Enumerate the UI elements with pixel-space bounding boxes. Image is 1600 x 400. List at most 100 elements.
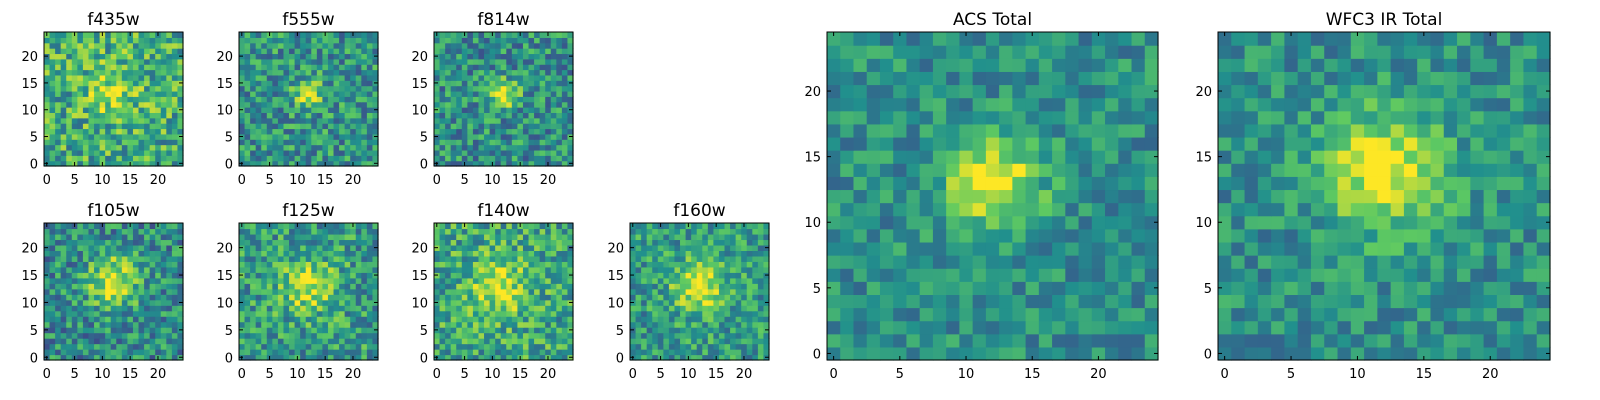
heatmap-cell bbox=[366, 354, 374, 361]
heatmap-cell bbox=[55, 117, 62, 124]
heatmap-cell bbox=[149, 160, 156, 167]
heatmap-cell bbox=[316, 85, 323, 92]
heatmap-cell bbox=[511, 42, 518, 49]
heatmap-cell bbox=[144, 58, 151, 65]
heatmap-cell bbox=[305, 310, 312, 317]
heatmap-cell bbox=[461, 155, 468, 162]
heatmap-cell bbox=[339, 107, 346, 113]
heatmap-cell bbox=[495, 90, 502, 97]
heatmap-cell bbox=[1078, 268, 1093, 282]
heatmap-cell bbox=[919, 255, 934, 269]
heatmap-cell bbox=[539, 332, 546, 339]
y-tick-label: 5 bbox=[420, 324, 428, 339]
heatmap-cell bbox=[517, 80, 524, 87]
heatmap-cell bbox=[155, 261, 162, 268]
heatmap-cell bbox=[718, 283, 726, 290]
heatmap-cell bbox=[333, 239, 340, 246]
heatmap-cell bbox=[66, 37, 73, 44]
heatmap-cell bbox=[919, 346, 934, 361]
heatmap-cell bbox=[77, 133, 84, 140]
heatmap-cell bbox=[339, 80, 346, 87]
heatmap-cell bbox=[305, 80, 312, 87]
heatmap-cell bbox=[746, 228, 753, 235]
heatmap-cell bbox=[127, 321, 134, 328]
heatmap-cell bbox=[489, 74, 496, 81]
heatmap-cell bbox=[327, 299, 335, 306]
heatmap-cell bbox=[561, 101, 569, 108]
heatmap-cell bbox=[99, 332, 106, 339]
heatmap-cell bbox=[522, 139, 530, 146]
heatmap-cell bbox=[272, 223, 279, 230]
heatmap-cell bbox=[149, 112, 156, 119]
heatmap-cell bbox=[261, 283, 268, 290]
heatmap-cell bbox=[635, 354, 642, 361]
heatmap-cell bbox=[127, 343, 134, 350]
heatmap-cell bbox=[478, 310, 485, 317]
heatmap-cell bbox=[266, 149, 273, 156]
heatmap-cell bbox=[160, 90, 167, 97]
heatmap-cell bbox=[82, 96, 90, 103]
heatmap-cell bbox=[339, 283, 346, 290]
heatmap-cell bbox=[366, 294, 374, 301]
heatmap-cell bbox=[322, 85, 329, 92]
heatmap-cell bbox=[71, 117, 78, 124]
heatmap-cell bbox=[450, 112, 457, 119]
heatmap-cell bbox=[272, 343, 279, 350]
heatmap-cell bbox=[1038, 215, 1053, 230]
heatmap-cell bbox=[372, 343, 379, 350]
heatmap-cell bbox=[250, 261, 257, 268]
heatmap-cell bbox=[434, 305, 441, 312]
heatmap-cell bbox=[132, 74, 140, 81]
heatmap-cell bbox=[456, 74, 463, 81]
heatmap-cell bbox=[1052, 333, 1066, 348]
heatmap-cell bbox=[853, 150, 868, 164]
heatmap-cell bbox=[49, 299, 56, 306]
heatmap-cell bbox=[132, 112, 140, 119]
heatmap-cell bbox=[127, 155, 134, 162]
heatmap-cell bbox=[680, 272, 687, 279]
heatmap-cell bbox=[668, 223, 676, 230]
heatmap-cell bbox=[456, 349, 463, 356]
heatmap-cell bbox=[66, 299, 73, 306]
heatmap-cell bbox=[511, 74, 518, 81]
heatmap-cell bbox=[567, 332, 574, 339]
heatmap-cell bbox=[757, 310, 765, 317]
heatmap-cell bbox=[866, 320, 881, 335]
heatmap-cell bbox=[121, 160, 128, 167]
heatmap-cell bbox=[149, 69, 156, 76]
heatmap-cell bbox=[88, 96, 95, 103]
heatmap-cell bbox=[1131, 163, 1146, 177]
heatmap-cell bbox=[472, 239, 480, 246]
heatmap-cell bbox=[840, 215, 855, 230]
heatmap-cell bbox=[366, 277, 374, 284]
heatmap-cell bbox=[132, 250, 140, 257]
heatmap-cell bbox=[361, 90, 368, 97]
heatmap-cell bbox=[244, 288, 251, 295]
heatmap-cell bbox=[484, 223, 491, 230]
heatmap-cell bbox=[556, 321, 563, 328]
heatmap-cell bbox=[906, 320, 921, 335]
heatmap-cell bbox=[461, 117, 468, 124]
heatmap-cell bbox=[434, 228, 441, 235]
heatmap-cell bbox=[746, 255, 753, 262]
heatmap-cell bbox=[478, 266, 485, 273]
heatmap-cell bbox=[171, 101, 179, 108]
heatmap-cell bbox=[893, 294, 908, 309]
heatmap-cell bbox=[250, 85, 257, 92]
heatmap-cell bbox=[127, 133, 134, 140]
heatmap-cell bbox=[294, 327, 301, 334]
heatmap-cell bbox=[155, 128, 162, 135]
heatmap-cell bbox=[696, 250, 703, 257]
heatmap-cell bbox=[77, 349, 84, 356]
heatmap-cell bbox=[439, 101, 446, 108]
heatmap-cell bbox=[171, 316, 179, 323]
heatmap-cell bbox=[66, 48, 73, 55]
heatmap-cell bbox=[685, 261, 692, 268]
heatmap-cell bbox=[735, 288, 742, 295]
heatmap-cell bbox=[138, 69, 145, 76]
heatmap-cell bbox=[266, 133, 273, 140]
heatmap-cell bbox=[121, 272, 128, 279]
heatmap-cell bbox=[718, 239, 726, 246]
heatmap-cell bbox=[827, 241, 841, 256]
heatmap-cell bbox=[959, 163, 974, 177]
